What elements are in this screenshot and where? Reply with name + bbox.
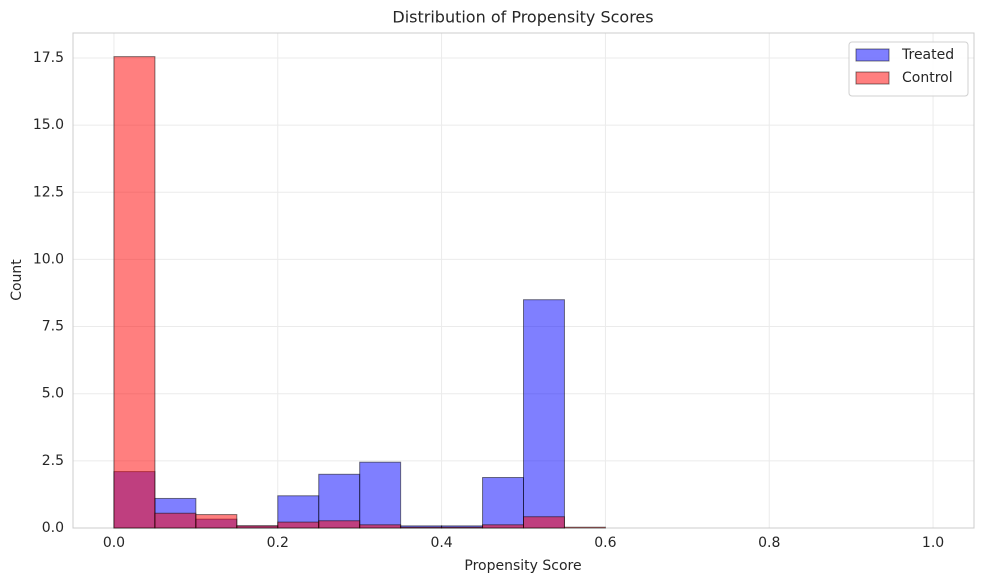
- histogram-bar: [359, 461, 402, 529]
- histogram-bar: [236, 525, 279, 529]
- y-tick-label: 15.0: [33, 117, 64, 133]
- histogram-bar: [359, 524, 402, 529]
- histogram-bar: [195, 514, 238, 529]
- y-tick-label: 12.5: [33, 184, 64, 200]
- x-tick-label: 0.6: [594, 535, 616, 551]
- histogram-bar: [277, 521, 320, 529]
- x-tick-label: 0.0: [103, 535, 125, 551]
- legend-label: Treated: [901, 47, 954, 63]
- histogram-bar: [154, 512, 197, 529]
- y-tick-label: 0.0: [42, 520, 64, 536]
- histogram-bar: [523, 299, 565, 529]
- y-axis-label: Count: [9, 259, 25, 301]
- x-tick-label: 0.2: [267, 535, 289, 551]
- legend-label: Control: [902, 70, 953, 86]
- histogram-bar: [523, 516, 565, 529]
- x-tick-label: 0.4: [430, 535, 452, 551]
- chart-title: Distribution of Propensity Scores: [392, 8, 653, 27]
- histogram-bar: [441, 526, 484, 529]
- histogram-bar: [400, 526, 443, 529]
- y-tick-label: 7.5: [42, 319, 64, 335]
- histogram-bar: [318, 520, 361, 529]
- histogram-bar: [482, 524, 524, 529]
- x-tick-label: 0.8: [758, 535, 780, 551]
- y-tick-label: 17.5: [33, 50, 64, 66]
- y-tick-label: 5.0: [42, 386, 64, 402]
- histogram-bar: [113, 56, 156, 529]
- x-tick-label: 1.0: [922, 535, 944, 551]
- legend-swatch: [855, 48, 890, 62]
- x-axis-label: Propensity Score: [464, 558, 581, 574]
- histogram-bar: [318, 473, 361, 529]
- legend-swatch: [855, 71, 890, 85]
- y-tick-label: 2.5: [42, 453, 64, 469]
- histogram-bar: [482, 477, 524, 529]
- histogram-bar: [563, 526, 606, 529]
- y-tick-label: 10.0: [33, 251, 64, 267]
